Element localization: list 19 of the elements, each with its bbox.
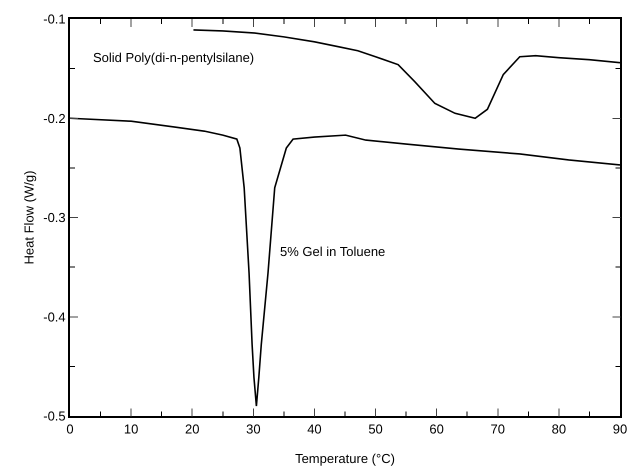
- x-tick-label: 40: [307, 421, 322, 436]
- y-tick-label: -0.5: [43, 408, 66, 424]
- x-tick-label: 10: [124, 421, 138, 436]
- series-label: Solid Poly(di-n-pentylsilane): [93, 50, 254, 65]
- y-axis-title: Heat Flow (W/g): [22, 170, 36, 264]
- y-tick-label: -0.1: [43, 12, 66, 27]
- x-axis-title: Temperature (°C): [295, 451, 395, 466]
- x-tick-label: 60: [429, 421, 444, 436]
- x-tick-label: 30: [246, 421, 261, 436]
- y-tick-label: -0.4: [43, 309, 66, 324]
- x-tick-label: 80: [552, 421, 566, 436]
- y-tick-label: -0.2: [43, 110, 66, 126]
- x-tick-label: 70: [490, 421, 506, 436]
- x-tick-label: 20: [184, 421, 200, 436]
- series-label: 5% Gel in Toluene: [280, 244, 386, 259]
- x-tick-label: 0: [66, 421, 74, 436]
- y-tick-label: -0.3: [43, 210, 66, 226]
- x-tick-label: 50: [368, 421, 383, 436]
- x-tick-label: 90: [612, 421, 628, 436]
